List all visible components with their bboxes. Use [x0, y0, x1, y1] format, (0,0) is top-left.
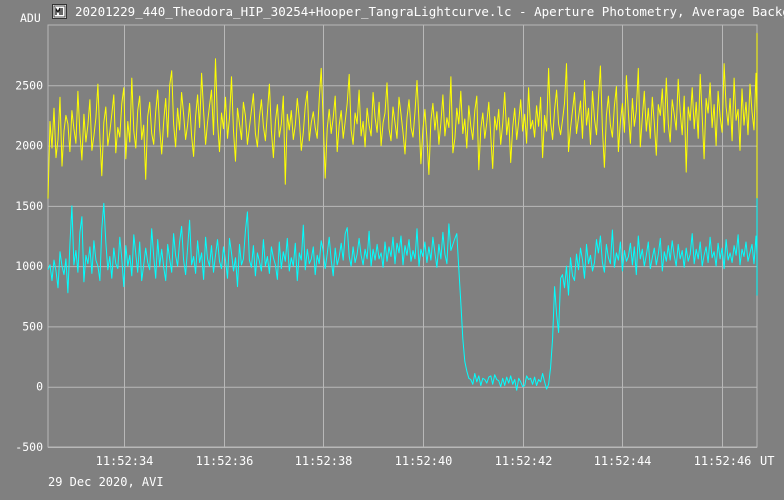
series	[47, 32, 758, 391]
x-tick-label: 11:52:44	[594, 454, 652, 468]
x-axis-unit-label: UT	[760, 454, 774, 468]
y-tick-label: 2000	[15, 139, 43, 153]
x-tick-label: 11:52:42	[495, 454, 553, 468]
series-line-0	[47, 32, 758, 202]
y-tick-label: 1000	[15, 259, 43, 273]
x-tick-label: 11:52:40	[395, 454, 453, 468]
y-tick-label: 2500	[15, 78, 43, 92]
x-tick-labels: 11:52:34 11:52:36 11:52:38 11:52:40 11:52:42…	[96, 454, 752, 468]
x-tick-label: 11:52:46	[694, 454, 752, 468]
x-tick-label: 11:52:36	[196, 454, 254, 468]
window-title: 20201229_440_Theodora_HIP_30254+Hooper_T…	[75, 4, 784, 19]
x-tick-label: 11:52:34	[96, 454, 154, 468]
grid	[47, 24, 758, 448]
y-tick-label: 500	[22, 319, 43, 333]
y-tick-label: -500	[15, 440, 43, 454]
y-tick-label: 1500	[15, 199, 43, 213]
title-bar: 20201229_440_Theodora_HIP_30254+Hooper_T…	[0, 0, 784, 24]
x-tick-label: 11:52:38	[295, 454, 353, 468]
tangra-app-icon[interactable]	[52, 4, 67, 19]
plot-frame	[47, 24, 758, 448]
series-line-1	[47, 198, 758, 391]
y-tick-labels: -500 0 500 1000 1500 2000 2500	[15, 78, 43, 454]
y-tick-label: 0	[36, 380, 43, 394]
y-axis-label: ADU	[20, 11, 41, 25]
chart-footer-date: 29 Dec 2020, AVI	[48, 475, 164, 489]
